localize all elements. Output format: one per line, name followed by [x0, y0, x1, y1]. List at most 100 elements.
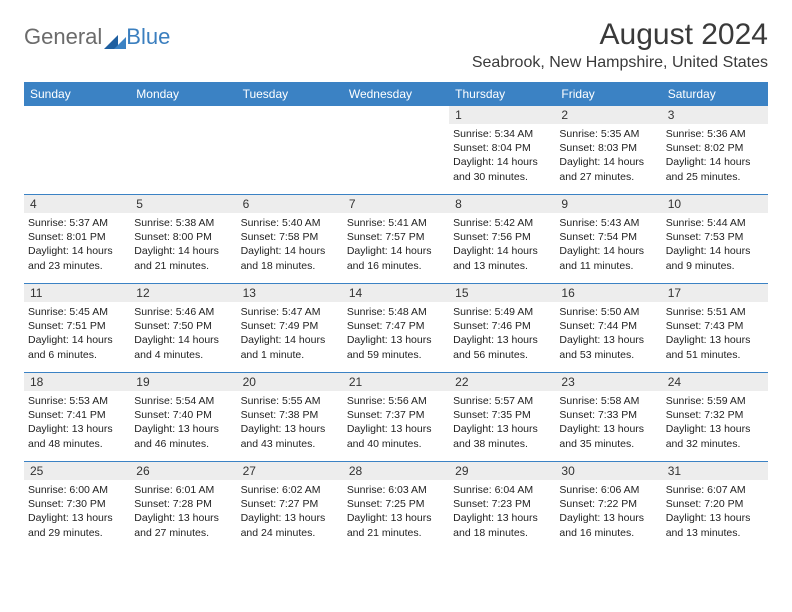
title-block: August 2024 Seabrook, New Hampshire, Uni…: [472, 18, 768, 72]
sun-info: Sunrise: 6:02 AMSunset: 7:27 PMDaylight:…: [241, 483, 339, 540]
day-number: 26: [130, 462, 236, 480]
day-number: 19: [130, 373, 236, 391]
day-cell: 22 Sunrise: 5:57 AMSunset: 7:35 PMDayligh…: [449, 373, 555, 461]
sun-info: Sunrise: 6:06 AMSunset: 7:22 PMDaylight:…: [559, 483, 657, 540]
day-number: 24: [662, 373, 768, 391]
sun-info: Sunrise: 6:03 AMSunset: 7:25 PMDaylight:…: [347, 483, 445, 540]
day-number: 14: [343, 284, 449, 302]
logo-word-1: General: [24, 24, 102, 50]
logo-word-2: Blue: [126, 24, 170, 50]
sun-info: Sunrise: 5:43 AMSunset: 7:54 PMDaylight:…: [559, 216, 657, 273]
day-number: 6: [237, 195, 343, 213]
day-header: Saturday: [662, 82, 768, 106]
day-header: Monday: [130, 82, 236, 106]
day-cell: 15 Sunrise: 5:49 AMSunset: 7:46 PMDayligh…: [449, 284, 555, 372]
day-header: Wednesday: [343, 82, 449, 106]
day-cell: 20Sunrise: 5:55 AMSunset: 7:38 PMDayligh…: [237, 373, 343, 461]
day-cell: 19Sunrise: 5:54 AMSunset: 7:40 PMDayligh…: [130, 373, 236, 461]
location-text: Seabrook, New Hampshire, United States: [472, 54, 768, 72]
day-cell: 2Sunrise: 5:35 AMSunset: 8:03 PMDaylight…: [555, 106, 661, 194]
empty-cell: [343, 106, 449, 194]
sun-info: Sunrise: 5:41 AMSunset: 7:57 PMDaylight:…: [347, 216, 445, 273]
sun-info: Sunrise: 6:04 AMSunset: 7:23 PMDaylight:…: [453, 483, 551, 540]
sun-info: Sunrise: 5:35 AMSunset: 8:03 PMDaylight:…: [559, 127, 657, 184]
sun-info: Sunrise: 6:01 AMSunset: 7:28 PMDaylight:…: [134, 483, 232, 540]
sun-info: Sunrise: 5:59 AMSunset: 7:32 PMDaylight:…: [666, 394, 764, 451]
day-cell: 11 Sunrise: 5:45 AMSunset: 7:51 PMDayligh…: [24, 284, 130, 372]
week-row: 1Sunrise: 5:34 AMSunset: 8:04 PMDaylight…: [24, 106, 768, 194]
day-cell: 18 Sunrise: 5:53 AMSunset: 7:41 PMDayligh…: [24, 373, 130, 461]
day-number: 23: [555, 373, 661, 391]
day-number: 7: [343, 195, 449, 213]
sun-info: Sunrise: 5:58 AMSunset: 7:33 PMDaylight:…: [559, 394, 657, 451]
day-cell: 25 Sunrise: 6:00 AMSunset: 7:30 PMDayligh…: [24, 462, 130, 550]
logo-triangle-icon: [104, 29, 126, 45]
empty-cell: [130, 106, 236, 194]
day-cell: 9 Sunrise: 5:43 AMSunset: 7:54 PMDaylight…: [555, 195, 661, 283]
day-cell: 10Sunrise: 5:44 AMSunset: 7:53 PMDayligh…: [662, 195, 768, 283]
week-row: 25 Sunrise: 6:00 AMSunset: 7:30 PMDayligh…: [24, 461, 768, 550]
day-number: 16: [555, 284, 661, 302]
sun-info: Sunrise: 5:42 AMSunset: 7:56 PMDaylight:…: [453, 216, 551, 273]
sun-info: Sunrise: 6:07 AMSunset: 7:20 PMDaylight:…: [666, 483, 764, 540]
day-number: 15: [449, 284, 555, 302]
day-cell: 21Sunrise: 5:56 AMSunset: 7:37 PMDayligh…: [343, 373, 449, 461]
sun-info: Sunrise: 5:46 AMSunset: 7:50 PMDaylight:…: [134, 305, 232, 362]
day-number: 25: [24, 462, 130, 480]
day-cell: 4Sunrise: 5:37 AMSunset: 8:01 PMDaylight…: [24, 195, 130, 283]
day-number: 22: [449, 373, 555, 391]
day-number: 27: [237, 462, 343, 480]
day-cell: 24 Sunrise: 5:59 AMSunset: 7:32 PMDayligh…: [662, 373, 768, 461]
day-number: 28: [343, 462, 449, 480]
day-header: Friday: [555, 82, 661, 106]
calendar-page: General Blue August 2024 Seabrook, New H…: [0, 0, 792, 550]
week-row: 18 Sunrise: 5:53 AMSunset: 7:41 PMDayligh…: [24, 372, 768, 461]
sun-info: Sunrise: 6:00 AMSunset: 7:30 PMDaylight:…: [28, 483, 126, 540]
day-cell: 14 Sunrise: 5:48 AMSunset: 7:47 PMDayligh…: [343, 284, 449, 372]
day-number: 18: [24, 373, 130, 391]
day-number: 31: [662, 462, 768, 480]
day-cell: 29Sunrise: 6:04 AMSunset: 7:23 PMDayligh…: [449, 462, 555, 550]
sun-info: Sunrise: 5:37 AMSunset: 8:01 PMDaylight:…: [28, 216, 126, 273]
sun-info: Sunrise: 5:56 AMSunset: 7:37 PMDaylight:…: [347, 394, 445, 451]
day-number: 3: [662, 106, 768, 124]
day-header: Thursday: [449, 82, 555, 106]
sun-info: Sunrise: 5:40 AMSunset: 7:58 PMDaylight:…: [241, 216, 339, 273]
day-number: 30: [555, 462, 661, 480]
sun-info: Sunrise: 5:50 AMSunset: 7:44 PMDaylight:…: [559, 305, 657, 362]
weeks-container: 1Sunrise: 5:34 AMSunset: 8:04 PMDaylight…: [24, 106, 768, 550]
empty-cell: [24, 106, 130, 194]
day-cell: 26 Sunrise: 6:01 AMSunset: 7:28 PMDayligh…: [130, 462, 236, 550]
day-number: 5: [130, 195, 236, 213]
day-cell: 8 Sunrise: 5:42 AMSunset: 7:56 PMDaylight…: [449, 195, 555, 283]
sun-info: Sunrise: 5:51 AMSunset: 7:43 PMDaylight:…: [666, 305, 764, 362]
sun-info: Sunrise: 5:45 AMSunset: 7:51 PMDaylight:…: [28, 305, 126, 362]
sun-info: Sunrise: 5:57 AMSunset: 7:35 PMDaylight:…: [453, 394, 551, 451]
day-number: 11: [24, 284, 130, 302]
sun-info: Sunrise: 5:49 AMSunset: 7:46 PMDaylight:…: [453, 305, 551, 362]
day-cell: 13Sunrise: 5:47 AMSunset: 7:49 PMDayligh…: [237, 284, 343, 372]
week-row: 11 Sunrise: 5:45 AMSunset: 7:51 PMDayligh…: [24, 283, 768, 372]
sun-info: Sunrise: 5:38 AMSunset: 8:00 PMDaylight:…: [134, 216, 232, 273]
day-cell: 3Sunrise: 5:36 AMSunset: 8:02 PMDaylight…: [662, 106, 768, 194]
sun-info: Sunrise: 5:34 AMSunset: 8:04 PMDaylight:…: [453, 127, 551, 184]
day-cell: 28 Sunrise: 6:03 AMSunset: 7:25 PMDayligh…: [343, 462, 449, 550]
day-cell: 1Sunrise: 5:34 AMSunset: 8:04 PMDaylight…: [449, 106, 555, 194]
day-number: 17: [662, 284, 768, 302]
day-cell: 12 Sunrise: 5:46 AMSunset: 7:50 PMDayligh…: [130, 284, 236, 372]
day-cell: 7 Sunrise: 5:41 AMSunset: 7:57 PMDaylight…: [343, 195, 449, 283]
day-cell: 30 Sunrise: 6:06 AMSunset: 7:22 PMDayligh…: [555, 462, 661, 550]
day-cell: 16 Sunrise: 5:50 AMSunset: 7:44 PMDayligh…: [555, 284, 661, 372]
day-number: 9: [555, 195, 661, 213]
day-number: 8: [449, 195, 555, 213]
day-number: 12: [130, 284, 236, 302]
day-cell: 27 Sunrise: 6:02 AMSunset: 7:27 PMDayligh…: [237, 462, 343, 550]
day-header: Tuesday: [237, 82, 343, 106]
day-cell: 23 Sunrise: 5:58 AMSunset: 7:33 PMDayligh…: [555, 373, 661, 461]
sun-info: Sunrise: 5:53 AMSunset: 7:41 PMDaylight:…: [28, 394, 126, 451]
day-cell: 5 Sunrise: 5:38 AMSunset: 8:00 PMDaylight…: [130, 195, 236, 283]
sun-info: Sunrise: 5:48 AMSunset: 7:47 PMDaylight:…: [347, 305, 445, 362]
header-row: General Blue August 2024 Seabrook, New H…: [24, 18, 768, 72]
empty-cell: [237, 106, 343, 194]
day-header: Sunday: [24, 82, 130, 106]
